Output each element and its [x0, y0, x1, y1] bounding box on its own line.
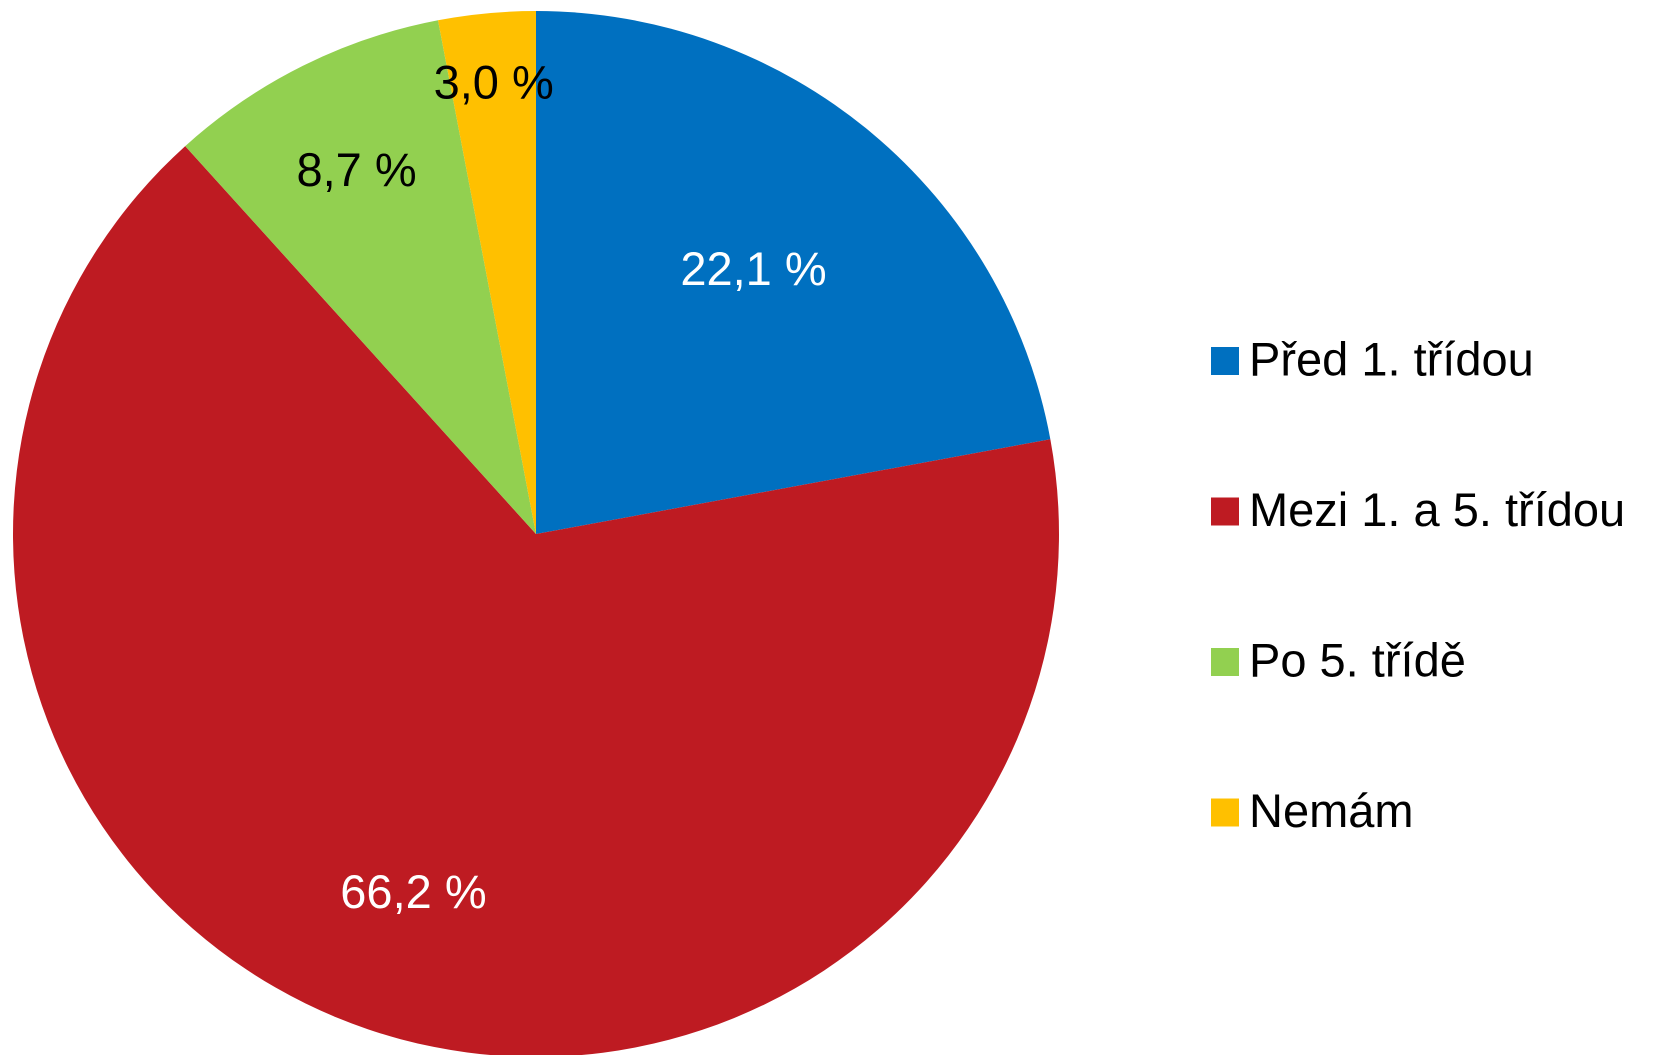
data-label: 3,0 % — [434, 56, 554, 109]
legend-swatch — [1211, 497, 1239, 526]
data-label: 66,2 % — [340, 865, 486, 918]
legend-label: Nemám — [1249, 784, 1414, 837]
pie-slice — [185, 20, 536, 534]
legend-label: Před 1. třídou — [1249, 332, 1534, 385]
pie-slice — [536, 11, 1051, 534]
legend-label: Po 5. třídě — [1249, 633, 1466, 686]
data-label: 8,7 % — [296, 143, 416, 196]
data-label: 22,1 % — [680, 242, 826, 295]
legend-swatch — [1211, 798, 1239, 827]
legend-swatch — [1211, 347, 1239, 375]
pie-slice — [437, 11, 536, 534]
pie-slice — [13, 146, 1059, 1055]
legend-label: Mezi 1. a 5. třídou — [1249, 483, 1625, 536]
legend-swatch — [1211, 648, 1239, 676]
